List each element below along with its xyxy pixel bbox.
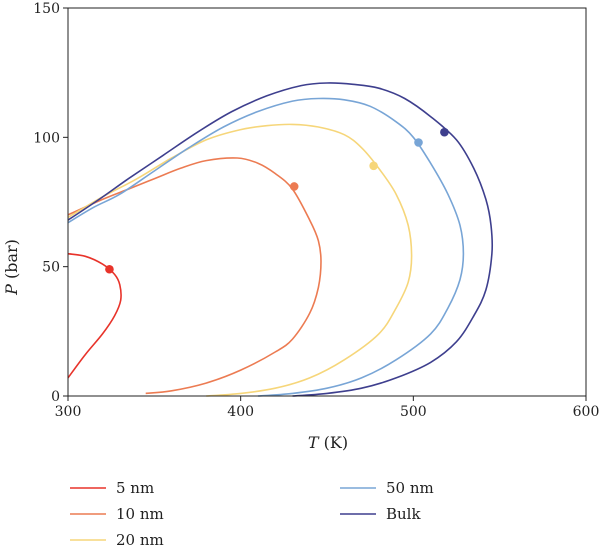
legend-label: 10 nm: [116, 505, 164, 523]
critical-point-4: [440, 127, 449, 137]
y-tick-label: 100: [33, 130, 60, 146]
y-axis-ticks: 0 50 100 150: [33, 1, 68, 405]
critical-point-0: [105, 264, 114, 274]
x-tick-label: 400: [227, 404, 254, 420]
y-axis-label: P (bar): [2, 239, 21, 296]
plot-frame: [67, 7, 587, 397]
series-line-4: [67, 82, 494, 397]
legend-label: 5 nm: [116, 479, 154, 497]
critical-point-1: [289, 182, 299, 191]
legend-label: 50 nm: [386, 479, 434, 497]
plot-curves: [67, 82, 494, 397]
series-line-2: [67, 123, 413, 397]
y-tick-label: 0: [51, 389, 60, 405]
x-tick-label: 300: [55, 404, 82, 420]
x-tick-label: 600: [573, 404, 600, 420]
legend-label: 20 nm: [116, 531, 164, 546]
x-axis-label: T (K): [308, 433, 348, 452]
series-line-3: [67, 97, 465, 397]
y-tick-label: 150: [33, 1, 60, 17]
x-tick-label: 500: [400, 404, 427, 420]
critical-point-3: [414, 138, 423, 147]
critical-point-2: [369, 161, 378, 171]
x-axis-ticks: 300 400 500 600: [55, 396, 600, 420]
y-tick-label: 50: [42, 260, 60, 276]
critical-points: [105, 127, 449, 274]
series-line-1: [67, 157, 322, 395]
series-line-0: [67, 252, 122, 379]
legend-label: Bulk: [386, 505, 421, 523]
legend: 5 nm 10 nm 20 nm 50 nm Bulk: [70, 479, 434, 546]
